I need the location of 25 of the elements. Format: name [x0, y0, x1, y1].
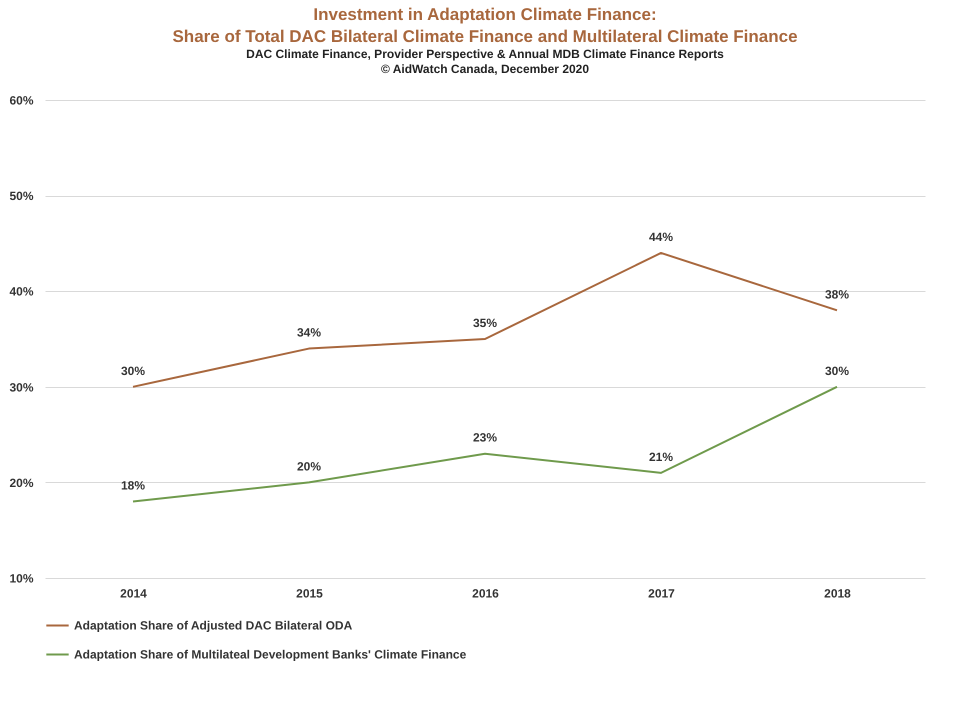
- x-tick-label: 2018: [824, 586, 852, 600]
- x-tick-label: 2017: [648, 586, 676, 600]
- data-label: 20%: [296, 459, 322, 474]
- data-label: 38%: [824, 287, 850, 302]
- legend-label: Adaptation Share of Adjusted DAC Bilateral ODA: [74, 618, 353, 632]
- y-tick-label: 60%: [9, 94, 34, 108]
- legend-label: Adaptation Share of Multilateal Development Banks' Climate Finance: [74, 648, 467, 662]
- data-label: 35%: [472, 316, 498, 330]
- y-tick-label: 30%: [9, 380, 34, 394]
- x-tick-label: 2014: [120, 586, 148, 600]
- data-label: 34%: [296, 326, 322, 340]
- x-tick-label: 2016: [472, 586, 500, 600]
- data-label: 23%: [472, 430, 498, 445]
- y-tick-label: 50%: [9, 189, 34, 204]
- data-label: 21%: [648, 450, 674, 464]
- chart-subtitle: DAC Climate Finance, Provider Perspective & Annual MDB Climate Finance Reports © AidWatch Canada, December 2020: [246, 47, 724, 76]
- data-label: 44%: [648, 230, 674, 244]
- y-tick-label: 10%: [9, 572, 34, 586]
- y-tick-label: 40%: [9, 284, 34, 299]
- data-label: 18%: [120, 478, 146, 493]
- y-tick-label: 20%: [9, 476, 34, 490]
- data-label: 30%: [120, 364, 146, 378]
- x-tick-label: 2015: [296, 586, 324, 600]
- chart-title: Investment in Adaptation Climate Finance: Share of Total DAC Bilateral Climate Finance and Multilateral Climate Finance: [172, 5, 798, 46]
- data-label: 30%: [824, 364, 850, 378]
